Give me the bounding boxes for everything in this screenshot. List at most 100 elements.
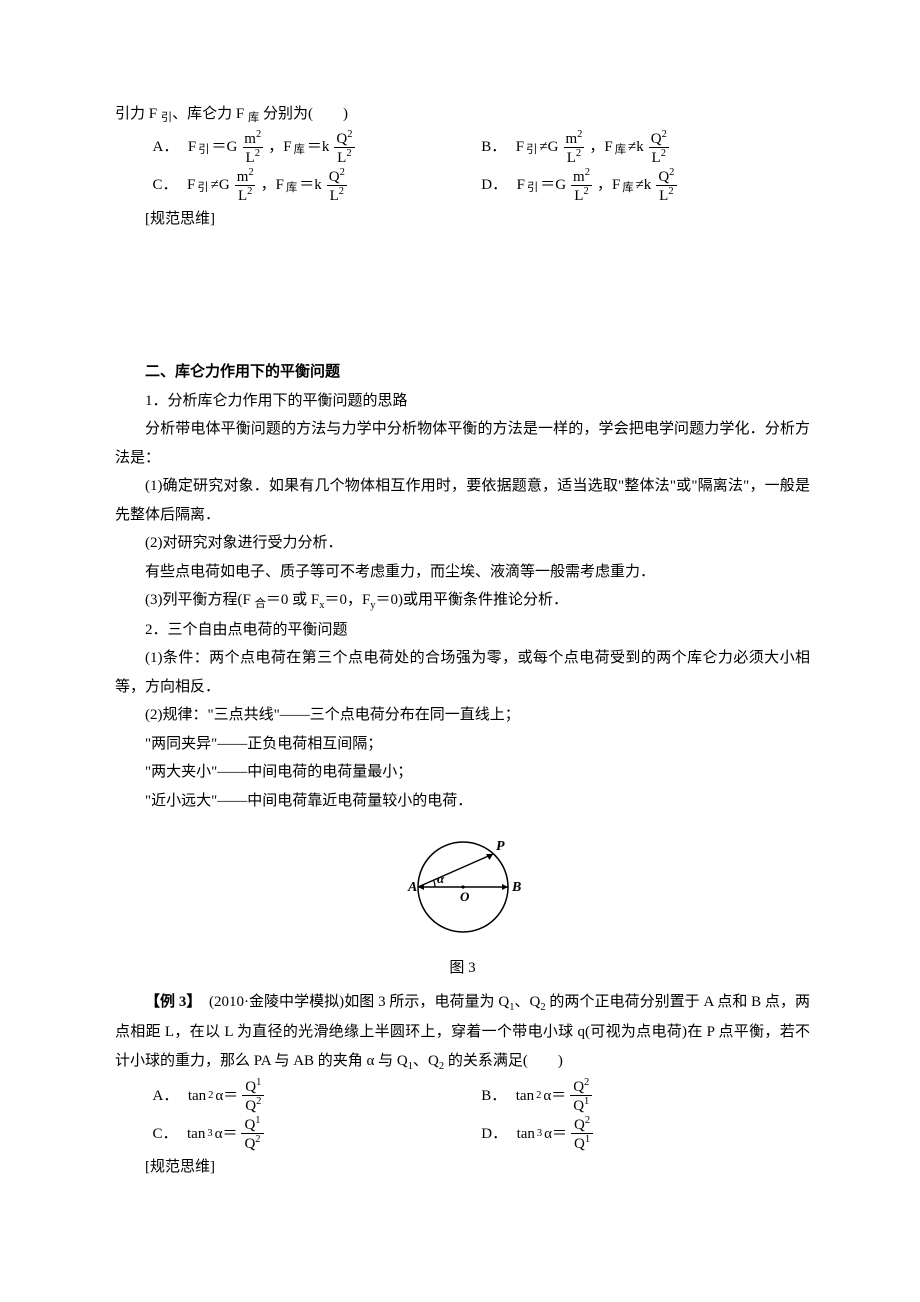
option-sub: 库 [615,140,626,161]
option-text: ＝G [211,133,237,162]
numerator: Q [329,169,340,185]
q2-option-c: C． F 引≠G m2L2 ，F 库＝k Q2L2 [153,167,482,205]
section2-p4: (2)对研究对象进行受力分析． [115,529,810,558]
q2-stem-text-2: 、库仑力 F [172,106,248,122]
denominator: Q [573,1098,584,1114]
q2-thinking-label: [规范思维] [115,205,810,234]
label-p: P [496,839,505,854]
option-exp: 2 [208,1086,213,1106]
option-text: F [187,171,195,200]
option-label: C． [153,171,178,200]
q3-stem-a: 如图 3 所示，电荷量为 Q [344,994,509,1010]
fraction: Q2L2 [333,129,355,167]
arrow-right-icon [502,884,508,890]
numerator: m [244,131,256,147]
option-text: ≠G [539,133,558,162]
option-text: ≠k [636,171,652,200]
q2-stem-text-1: 引力 F [115,106,161,122]
option-exp: 3 [207,1124,212,1144]
q3-option-b: B． tan2 α＝ Q2Q1 [481,1077,810,1115]
option-text: F [188,133,196,162]
p6-text-c: ＝0，F [324,592,370,608]
q3-prefix: 【例 3】 [145,994,194,1010]
q3-thinking-label: [规范思维] [115,1153,810,1182]
fraction: Q2L2 [648,129,670,167]
denominator: L [659,188,668,204]
denominator: Q [245,1098,256,1114]
num-exp: 1 [256,1077,261,1088]
option-label: A． [153,133,179,162]
q2-options-row-1: A． F 引＝G m2L2 ，F 库＝k Q2L2 B． F 引≠G m2L2 … [153,129,811,167]
option-sub: 库 [622,178,633,199]
option-label: C． [153,1120,178,1149]
numerator: m [565,131,577,147]
p6-sub1: 合 [255,598,266,610]
circle-diagram-svg: A B P O α [383,827,543,937]
q2-option-a: A． F 引＝G m2L2 ，F 库＝k Q2L2 [153,129,482,167]
fraction: m2L2 [234,167,257,205]
option-text: ≠k [628,133,644,162]
denominator: L [652,150,661,166]
numerator: m [237,169,249,185]
q2-option-b: B． F 引≠G m2L2 ，F 库≠k Q2L2 [481,129,810,167]
option-text: tan [516,1082,534,1111]
option-sub: 引 [526,140,537,161]
option-text: ＝k [299,171,322,200]
section2-p1: 1．分析库仑力作用下的平衡问题的思路 [115,387,810,416]
q2-stem-text-3: 分别为( ) [259,106,348,122]
option-sub: 库 [294,140,305,161]
q2-stem-sub1: 引 [161,112,172,124]
label-alpha: α [437,871,445,886]
q3-option-d: D． tan3 α＝ Q2Q1 [481,1115,810,1153]
option-sub: 引 [198,140,209,161]
option-text: tan [187,1120,205,1149]
angle-arc [433,880,435,887]
q3-stem-b: 、Q [514,994,540,1010]
p6-text-b: ＝0 或 F [266,592,319,608]
answer-space [115,233,810,343]
num-exp: 1 [255,1115,260,1126]
label-o: O [460,889,470,904]
fraction: Q2L2 [655,167,677,205]
fraction: Q2Q1 [571,1115,593,1153]
denominator: L [330,188,339,204]
option-text: F [517,171,525,200]
option-text: α＝ [215,1120,238,1149]
denominator: L [238,188,247,204]
figure-3: A B P O α [115,827,810,948]
numerator: Q [245,1079,256,1095]
option-label: D． [481,171,507,200]
option-label: B． [481,1082,506,1111]
option-text: ＝G [540,171,566,200]
denominator: L [337,150,346,166]
section2-p5: 有些点电荷如电子、质子等可不考虑重力，而尘埃、液滴等一般需考虑重力． [115,558,810,587]
option-text: F [516,133,524,162]
fraction: m2L2 [570,167,593,205]
option-text: α＝ [544,1120,567,1149]
option-text: ≠G [211,171,230,200]
q2-stem-line: 引力 F 引、库仑力 F 库 分别为( ) [115,100,810,129]
q2-options-row-2: C． F 引≠G m2L2 ，F 库＝k Q2L2 D． F 引＝G m2L2 … [153,167,811,205]
option-text: ，F [597,171,620,200]
p6-text-d: ＝0)或用平衡条件推论分析． [376,592,569,608]
section2-p10: "两同夹异"——正负电荷相互间隔； [115,730,810,759]
option-text: ＝k [307,133,330,162]
numerator: m [573,169,585,185]
option-label: D． [481,1120,507,1149]
option-text: tan [188,1082,206,1111]
option-text: ，F [261,171,284,200]
numerator: Q [573,1079,584,1095]
section2-p8: (1)条件：两个点电荷在第三个点电荷处的合场强为零，或每个点电荷受到的两个库仑力… [115,644,810,701]
num-exp: 2 [584,1077,589,1088]
q3-source: (2010·金陵中学模拟) [209,994,344,1010]
fraction: Q1Q2 [242,1077,264,1115]
q2-option-d: D． F 引＝G m2L2 ，F 库≠k Q2L2 [481,167,810,205]
figure-3-caption: 图 3 [115,954,810,983]
section2-p7: 2．三个自由点电荷的平衡问题 [115,616,810,645]
option-exp: 2 [536,1086,541,1106]
option-sub: 引 [197,178,208,199]
option-sub: 引 [527,178,538,199]
section2-p6: (3)列平衡方程(F 合＝0 或 Fx＝0，Fy＝0)或用平衡条件推论分析． [115,586,810,616]
section2-p12: "近小远大"——中间电荷靠近电荷量较小的电荷． [115,787,810,816]
numerator: Q [336,131,347,147]
